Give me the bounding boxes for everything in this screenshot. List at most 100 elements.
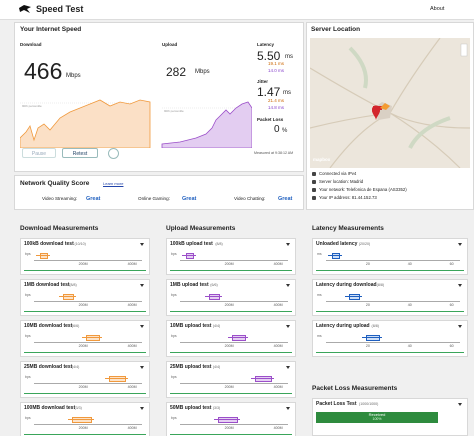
about-link[interactable]: About xyxy=(430,6,445,12)
app-title: Speed Test xyxy=(36,4,84,14)
test-count: (3/3) xyxy=(74,405,82,410)
learn-more-link[interactable]: Learn more xyxy=(103,181,124,186)
axis-unit: ms xyxy=(317,252,322,256)
test-card[interactable] xyxy=(20,361,150,398)
boxplot xyxy=(232,335,246,341)
quality-label: Online Gaming: xyxy=(138,196,170,201)
server-icon xyxy=(312,196,316,200)
server-info-line: Your network: Telefonica de Espana (AS33… xyxy=(319,187,407,192)
axis-line xyxy=(180,424,288,425)
map xyxy=(310,38,470,168)
received-label: Received xyxy=(368,412,386,417)
whisker xyxy=(362,337,382,338)
axis-tick-label: 400M xyxy=(127,344,137,348)
progress-line xyxy=(24,393,146,394)
download-label: Download xyxy=(20,42,42,47)
boxplot xyxy=(186,253,194,259)
quality-score: Great xyxy=(182,195,197,202)
boxplot xyxy=(218,417,238,423)
axis-tick-label: 200M xyxy=(78,262,88,266)
progress-line xyxy=(24,311,146,312)
progress-line xyxy=(24,434,146,435)
axis-tick-label: 400M xyxy=(273,385,283,389)
whisker xyxy=(36,255,50,256)
boxplot xyxy=(255,376,272,382)
jitter-label: Jitter xyxy=(257,79,269,84)
axis-line xyxy=(34,260,142,261)
whisker xyxy=(214,419,240,420)
axis-unit: bps xyxy=(171,375,177,379)
axis-tick-label: 200M xyxy=(78,303,88,307)
section-title: Upload Measurements xyxy=(166,225,236,232)
axis-tick-label: 200M xyxy=(224,303,234,307)
upload-value: 282 xyxy=(166,65,187,79)
retest-button[interactable]: Retest xyxy=(62,148,98,158)
chevron xyxy=(286,243,290,246)
boxplot xyxy=(209,294,220,300)
progress-line xyxy=(170,434,292,435)
axis-line xyxy=(34,301,142,302)
test-card[interactable] xyxy=(166,361,296,398)
test-name: 25MB upload test xyxy=(170,364,212,370)
quality-score: Great xyxy=(86,195,101,202)
chevron xyxy=(458,243,462,246)
panel-title: Your Internet Speed xyxy=(20,26,82,33)
jitter-unit: ms xyxy=(283,90,291,96)
axis-tick-label: 200M xyxy=(78,344,88,348)
axis-line xyxy=(326,301,460,302)
axis-tick-label: 40 xyxy=(407,303,412,307)
latency-value: 5.50 xyxy=(257,49,281,63)
test-count: (4/4) xyxy=(212,323,221,328)
chevron xyxy=(140,325,144,328)
test-name: 25MB download test xyxy=(24,364,73,370)
quality-panel xyxy=(14,175,304,210)
progress-line xyxy=(316,270,464,271)
axis-line xyxy=(326,260,460,261)
axis-tick-label: 60 xyxy=(449,344,454,348)
server-icon xyxy=(312,172,316,176)
axis-unit: bps xyxy=(171,293,177,297)
boxplot xyxy=(40,253,48,259)
received-percent: 100% xyxy=(372,417,382,421)
progress-line xyxy=(170,270,292,271)
axis-unit: bps xyxy=(25,293,31,297)
top-bar xyxy=(0,0,474,20)
test-card[interactable] xyxy=(312,320,468,357)
test-name: 1MB upload test xyxy=(170,282,209,288)
download-value: 466 xyxy=(24,58,63,84)
map-credit: mapbox xyxy=(313,157,331,162)
axis-tick-label: 400M xyxy=(273,303,283,307)
progress-line xyxy=(170,393,292,394)
axis-unit: bps xyxy=(25,334,31,338)
axis-tick-label: 400M xyxy=(127,426,137,430)
test-card[interactable] xyxy=(166,320,296,357)
test-card[interactable] xyxy=(20,279,150,316)
speed-sparklines xyxy=(20,99,252,148)
progress-line xyxy=(170,311,292,312)
test-name: 50MB upload test xyxy=(170,405,212,411)
axis-line xyxy=(180,301,288,302)
test-card[interactable] xyxy=(312,279,468,316)
whisker xyxy=(228,337,248,338)
chevron xyxy=(140,243,144,246)
loss-label: Packet Loss xyxy=(257,117,284,122)
logo xyxy=(19,5,31,13)
test-card[interactable] xyxy=(166,279,296,316)
server-icon xyxy=(312,180,316,184)
chevron xyxy=(140,366,144,369)
progress-line xyxy=(316,352,464,353)
info-button[interactable] xyxy=(108,148,119,159)
test-name: 10MB download test xyxy=(24,323,73,329)
axis-tick-label: 20 xyxy=(365,303,370,307)
latency-down: 14.0 ms xyxy=(268,68,285,73)
test-card[interactable] xyxy=(20,320,150,357)
boxplot xyxy=(349,294,360,300)
pause-button[interactable]: Pause xyxy=(22,148,56,158)
test-name: 100MB download test xyxy=(24,405,76,411)
axis-tick-label: 400M xyxy=(127,303,137,307)
test-count: (4/4) xyxy=(71,364,80,369)
axis-tick-label: 60 xyxy=(449,262,454,266)
test-count: (20/20) xyxy=(358,241,371,246)
